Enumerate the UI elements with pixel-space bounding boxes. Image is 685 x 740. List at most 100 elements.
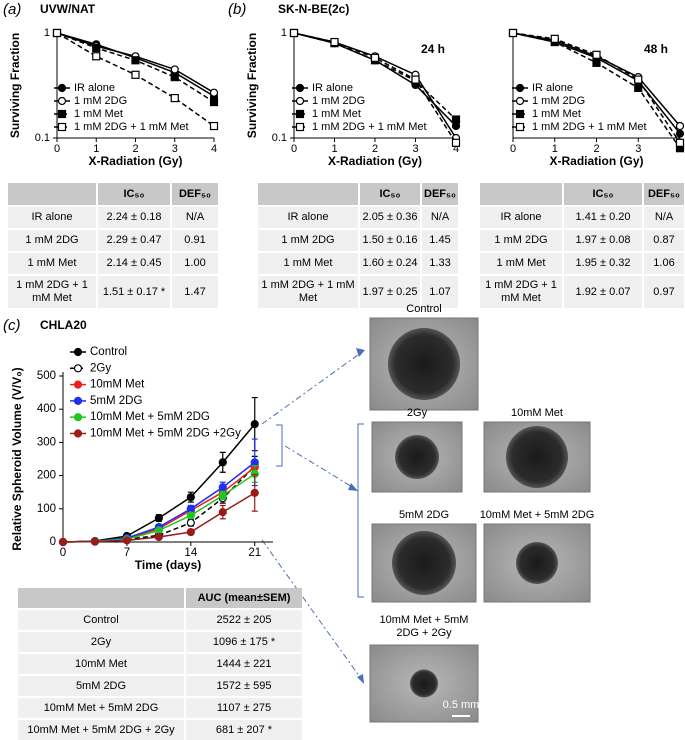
y-tick-label: 500 [37, 370, 56, 382]
x-axis-label: Time (days) [135, 558, 201, 572]
y-tick-label: 0 [50, 536, 56, 548]
legend-label: IR alone [74, 82, 115, 94]
header-cell: DEF₅₀ [644, 183, 684, 205]
table-cell: N/A [644, 207, 684, 228]
y-tick-label: 200 [37, 470, 56, 482]
arrow [284, 445, 355, 489]
table-cell: 1.47 [172, 276, 218, 308]
header-cell: DEF₅₀ [172, 183, 218, 205]
image-label: 2Gy [406, 407, 428, 419]
header-cell: IC₅₀ [564, 183, 642, 205]
y-tick-label: 100 [37, 503, 56, 515]
marker [154, 532, 163, 542]
spheroid [388, 328, 460, 400]
x-tick-label: 3 [172, 143, 178, 155]
table-cell: 1.07 [422, 276, 458, 308]
marker [209, 88, 219, 97]
table-cell: 2.05 ± 0.36 [360, 207, 420, 228]
x-tick-label: 14 [184, 547, 197, 559]
legend-marker [73, 429, 83, 438]
table: IC₅₀ DEF₅₀ IR alone 2.05 ± 0.36 N/A 1 mM 2DG 1… [258, 183, 458, 308]
x-tick-label: 1 [331, 143, 337, 155]
legend-label: Control [90, 346, 127, 358]
header-cell [8, 183, 96, 205]
arrowhead [348, 483, 358, 491]
table-cell: 1.51 ± 0.17 * [98, 276, 170, 308]
image-label: 10mM Met [511, 407, 563, 419]
marker [289, 28, 299, 38]
table-cell: 1.50 ± 0.16 [360, 230, 420, 251]
x-axis-label: X-Radiation (Gy) [549, 154, 643, 168]
table-cell: 1444 ± 221 [186, 654, 302, 674]
x-tick-label: 4 [211, 143, 217, 155]
table-cell: 681 ± 207 * [186, 720, 302, 740]
arrow [261, 539, 363, 681]
marker [170, 65, 179, 74]
table-cell: 1107 ± 275 [186, 698, 302, 718]
marker [218, 491, 227, 500]
marker [675, 138, 685, 147]
table-cell: 0.91 [172, 230, 218, 251]
legend-label: 1 mM 2DG [74, 95, 127, 107]
y-tick-label: 400 [37, 403, 56, 415]
series-line [512, 32, 681, 144]
marker [92, 52, 101, 61]
table-cell: IR alone [8, 207, 96, 228]
table-cell: 1 mM 2DG + 1 mM Met [258, 276, 358, 308]
marker [186, 511, 195, 520]
legend-marker [73, 380, 83, 389]
marker [122, 536, 132, 545]
table-cell: 0.97 [644, 276, 684, 308]
table-cell: 2522 ± 205 [186, 610, 302, 630]
marker [592, 50, 601, 59]
bracket [276, 424, 283, 467]
header-cell: DEF₅₀ [422, 183, 458, 205]
legend-label: 1 mM Met [74, 108, 123, 120]
x-tick-label: 2 [372, 143, 378, 155]
spheroid [410, 669, 438, 698]
table-cell: IR alone [258, 207, 358, 228]
x-tick-label: 3 [412, 143, 418, 155]
legend-label: 5mM 2DG [90, 395, 142, 407]
table: IC₅₀ DEF₅₀ IR alone 2.24 ± 0.18 N/A 1 mM 2DG 2… [8, 183, 218, 308]
header-cell: AUC (mean±SEM) [186, 588, 302, 608]
marker [451, 115, 461, 124]
legend-label: 1 mM 2DG [312, 95, 365, 107]
marker [154, 526, 163, 535]
table-cell: 2.29 ± 0.47 [98, 230, 170, 251]
table-cell: 1.97 ± 0.25 [360, 276, 420, 308]
marker [186, 518, 195, 527]
table-cell: 2Gy [18, 632, 184, 652]
legend-label: 1 mM 2DG + 1 mM Met [532, 121, 647, 133]
legend-marker [57, 96, 67, 106]
x-tick-label: 21 [248, 547, 261, 559]
marker [209, 121, 219, 131]
x-tick-label: 0 [510, 143, 516, 155]
spheroid [516, 542, 558, 584]
spheroid [395, 435, 439, 479]
spheroid [506, 426, 568, 488]
panel-label: (a) [3, 1, 21, 18]
table-cell: 2.24 ± 0.18 [98, 207, 170, 228]
header-cell: IC₅₀ [360, 183, 420, 205]
chart-title: CHLA20 [40, 318, 87, 332]
marker [550, 34, 559, 43]
y-tick-label: 1 [44, 27, 50, 39]
legend-marker [295, 109, 305, 119]
marker [250, 488, 259, 497]
marker [370, 53, 380, 62]
annotation: 24 h [421, 42, 445, 56]
marker [218, 458, 227, 467]
legend-marker [515, 122, 525, 132]
marker [186, 504, 195, 513]
x-axis-label: X-Radiation (Gy) [88, 154, 182, 168]
legend-marker [295, 96, 305, 106]
legend-marker [57, 83, 67, 93]
x-tick-label: 4 [453, 143, 459, 155]
marker [508, 28, 518, 38]
marker [186, 493, 195, 502]
spheroid [392, 531, 456, 595]
legend-label: 10mM Met + 5mM 2DG [90, 411, 210, 423]
legend-label: 1 mM Met [312, 108, 361, 120]
